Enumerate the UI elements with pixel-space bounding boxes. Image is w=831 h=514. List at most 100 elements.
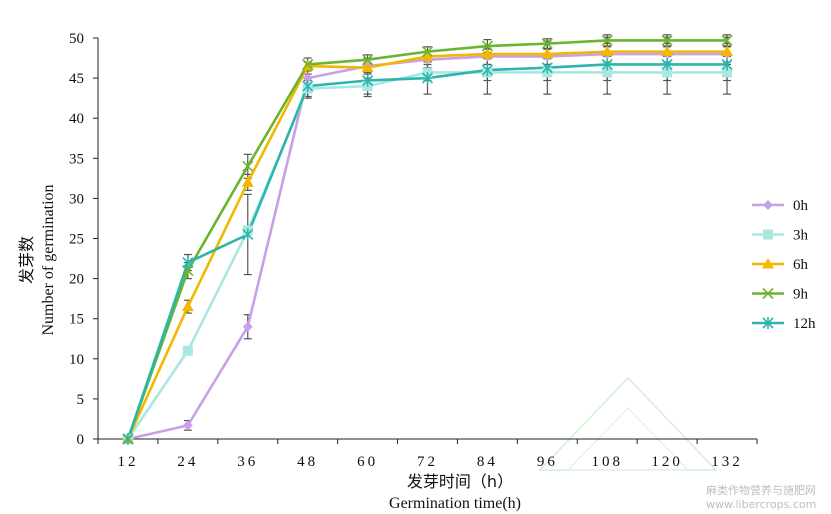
legend: 0h 3h 6h 9h 12h [752,198,816,332]
y-tick-label: 50 [69,31,84,47]
data-point-12h [302,80,314,93]
marker-square [602,67,613,78]
legend-label: 6h [793,257,809,273]
data-point-12h [661,58,673,71]
y-tick-label: 5 [77,392,85,408]
marker-square [763,229,773,240]
y-tick-label: 20 [69,272,84,288]
x-tick-label: 96 [537,454,558,470]
series-line-3h [126,71,728,440]
series-line-12h [126,63,728,440]
marker-x-stroke [541,38,553,50]
x-tick-label: 12 [117,454,138,470]
legend-label: 12h [793,316,816,332]
x-tick-label: 60 [357,454,378,470]
legend-swatch-marker [762,317,774,329]
marker-square [662,67,673,78]
y-tick-label: 0 [77,432,85,448]
legend-swatch-marker [763,229,773,240]
data-point-3h [602,67,613,78]
marker-triangle [661,45,674,57]
x-axis-title-en: Germination time(h) [389,495,521,512]
marker-diamond [242,321,253,332]
data-point-12h [421,72,434,85]
marker-diamond [763,200,773,210]
legend-swatch-marker [762,258,774,269]
marker-triangle [541,48,554,59]
axes [97,38,757,440]
marker-triangle [361,61,374,73]
series-markers [121,34,734,445]
series-line-9h [126,39,728,440]
marker-x-stroke [421,46,434,58]
legend-label: 3h [793,228,809,244]
data-point-3h [182,345,193,356]
marker-triangle [421,50,434,61]
data-point-6h [661,45,674,57]
marker-triangle [241,176,254,187]
marker-x-stroke [362,54,374,66]
legend-item-6h: 6h [752,257,809,273]
y-axis-ticks: 0 5 10 15 20 25 30 35 40 45 50 [69,31,98,448]
watermark-triangle-outer [538,377,718,471]
y-tick-label: 35 [69,151,84,167]
data-point-12h [182,256,194,269]
x-tick-label: 36 [237,454,258,470]
data-point-9h [242,160,254,172]
x-axis-title-cn: 发芽时间（h） [407,472,513,491]
marker-x-stroke [661,34,673,46]
marker-triangle [181,300,194,312]
y-axis-title-cn: 发芽数 [17,236,36,284]
data-point-9h [541,38,553,50]
data-point-12h [362,74,374,87]
marker-x-stroke [242,160,254,172]
x-tick-label: 72 [417,454,438,470]
legend-swatch-marker [762,287,774,300]
y-tick-label: 30 [69,191,84,207]
data-point-6h [361,61,374,73]
data-point-12h [242,228,254,241]
data-point-6h [181,300,194,312]
data-point-9h [362,54,374,66]
legend-item-9h: 9h [752,287,809,303]
data-point-9h [661,34,673,46]
x-tick-label: 24 [177,454,198,470]
watermark-text: 麻类作物营养与施肥网 [706,483,816,497]
marker-triangle [721,45,734,57]
legend-label: 0h [793,198,809,214]
y-tick-label: 40 [69,111,84,127]
marker-diamond [302,73,313,84]
data-point-12h [122,433,134,445]
error-bars [183,34,732,431]
data-point-0h [302,73,313,84]
x-axis-ticks: 12 24 36 48 60 72 84 96 108 120 132 [97,439,758,470]
legend-label: 9h [793,287,809,303]
watermark-url: www.libercrops.com [706,498,816,511]
data-point-6h [241,176,254,187]
data-point-12h [481,64,493,77]
x-tick-label: 84 [477,454,498,470]
data-point-12h [721,58,733,71]
x-tick-label: 108 [591,454,623,470]
data-point-6h [721,45,734,57]
data-point-3h [662,67,673,78]
series-lines [126,39,728,441]
marker-triangle [762,258,774,269]
data-point-9h [601,34,613,46]
data-point-6h [601,45,614,57]
y-axis-title-en: Number of germination [40,184,57,335]
legend-item-12h: 12h [752,316,816,332]
data-point-12h [541,61,553,74]
series-line-6h [126,50,728,440]
data-point-6h [421,50,434,61]
marker-square [722,67,733,78]
y-tick-label: 10 [69,352,84,368]
marker-x-stroke [182,265,194,277]
watermark-logo [538,377,718,471]
marker-x-stroke [601,34,613,46]
y-tick-label: 45 [69,71,84,87]
legend-item-3h: 3h [752,228,809,244]
data-point-9h [481,40,493,52]
